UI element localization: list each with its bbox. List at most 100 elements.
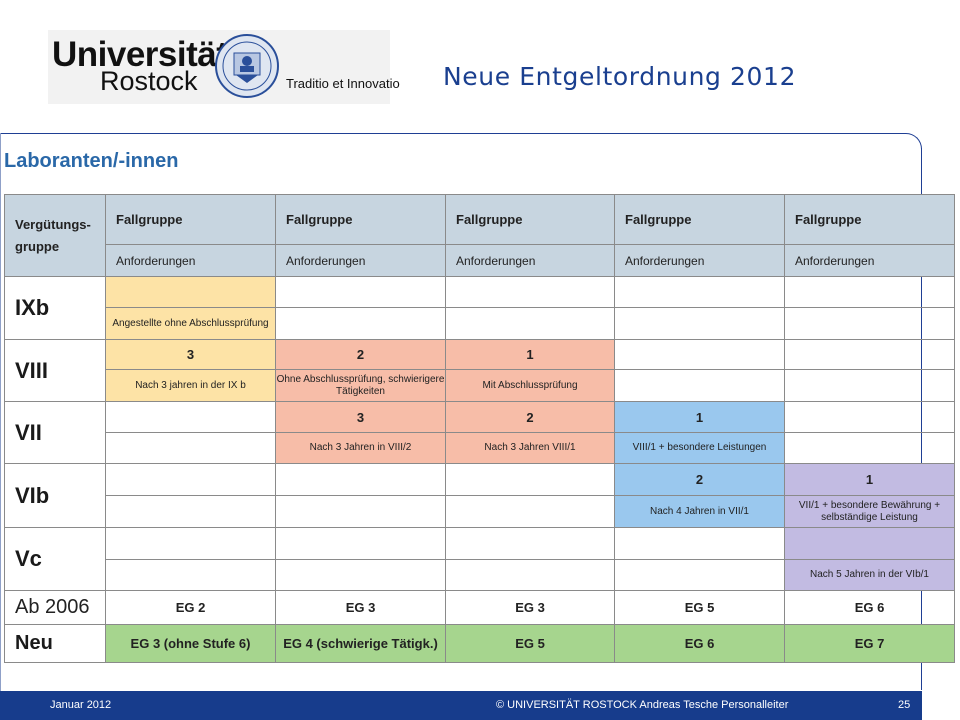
fallgruppe-number: 2: [445, 401, 615, 433]
eg-value: EG 4 (schwierige Tätigk.): [275, 624, 446, 663]
requirement-text: [105, 495, 276, 528]
fallgruppe-number: 1: [445, 339, 615, 370]
fallgruppe-number: [445, 463, 615, 496]
footer-bar: Januar 2012 © UNIVERSITÄT ROSTOCK Andrea…: [0, 691, 922, 720]
fallgruppe-number: [275, 527, 446, 560]
requirement-text: [614, 307, 785, 340]
logo-motto: Traditio et Innovatio: [286, 76, 400, 91]
table-row-vib: VIb 2 1: [4, 463, 955, 528]
requirement-text: [614, 369, 785, 402]
fallgruppe-number: [105, 463, 276, 496]
fallgruppe-number: [105, 401, 276, 433]
header-anforderungen: Anforderungen: [275, 244, 446, 277]
eg-value: EG 6: [614, 624, 785, 663]
requirement-text: [445, 307, 615, 340]
header-anforderungen: Anforderungen: [105, 244, 276, 277]
requirement-text: Ohne Abschlussprüfung, schwierigere Täti…: [275, 369, 446, 402]
requirement-text: Nach 5 Jahren in der VIb/1: [784, 559, 955, 591]
row-label: VIII: [4, 339, 106, 402]
requirement-text: [445, 559, 615, 591]
fallgruppe-number: [784, 339, 955, 370]
university-seal-icon: [215, 34, 279, 98]
header-anforderungen: Anforderungen: [784, 244, 955, 277]
requirement-text: Nach 3 jahren in der IX b: [105, 369, 276, 402]
header-verguetungsgruppe: Vergütungs- gruppe: [4, 194, 106, 277]
fallgruppe-number: [614, 527, 785, 560]
logo-word-universitaet: Universität: [52, 35, 228, 74]
section-heading: Laboranten/-innen: [4, 150, 179, 172]
fallgruppe-number: [784, 527, 955, 560]
frame-left-line: [0, 133, 1, 693]
fallgruppe-number: 1: [784, 463, 955, 496]
fallgruppe-number: [105, 527, 276, 560]
eg-value: EG 5: [614, 590, 785, 625]
requirement-text: [275, 559, 446, 591]
requirement-text: [614, 559, 785, 591]
fallgruppe-number: 2: [275, 339, 446, 370]
pay-group-table: Vergütungs- gruppe Fallgruppe Fallgruppe…: [4, 194, 955, 663]
page-number: 25: [898, 699, 911, 711]
row-label: VII: [4, 401, 106, 464]
header-fallgruppe: Fallgruppe: [445, 194, 615, 245]
fallgruppe-number: [784, 401, 955, 433]
fallgruppe-number: 3: [105, 339, 276, 370]
fallgruppe-number: 3: [275, 401, 446, 433]
header-anforderungen: Anforderungen: [445, 244, 615, 277]
table-row-ixb: IXb: [4, 276, 955, 340]
table-row-neu: Neu EG 3 (ohne Stufe 6) EG 4 (schwierige…: [4, 624, 955, 663]
slide-title: Neue Entgeltordnung 2012: [443, 62, 797, 91]
fallgruppe-number: 1: [614, 401, 785, 433]
row-label: Vc: [4, 527, 106, 591]
header-fallgruppe: Fallgruppe: [275, 194, 446, 245]
requirement-text: [784, 307, 955, 340]
row-label: VIb: [4, 463, 106, 528]
requirement-text: Nach 3 Jahren VIII/1: [445, 432, 615, 464]
footer-copyright: © UNIVERSITÄT ROSTOCK Andreas Tesche Per…: [496, 699, 789, 711]
eg-value: EG 6: [784, 590, 955, 625]
fallgruppe-number: [445, 276, 615, 308]
header-anforderungen: Anforderungen: [614, 244, 785, 277]
row-label: IXb: [4, 276, 106, 340]
fallgruppe-number: [784, 276, 955, 308]
logo-word-rostock: Rostock: [100, 66, 198, 96]
eg-value: EG 3: [445, 590, 615, 625]
header-fallgruppe: Fallgruppe: [784, 194, 955, 245]
frame-corner: [898, 133, 922, 149]
requirement-text: VIII/1 + besondere Leistungen: [614, 432, 785, 464]
row-label: Neu: [4, 624, 106, 663]
requirement-text: Mit Abschlussprüfung: [445, 369, 615, 402]
requirement-text: Nach 3 Jahren in VIII/2: [275, 432, 446, 464]
requirement-text: [105, 559, 276, 591]
eg-value: EG 2: [105, 590, 276, 625]
table-row-vii: VII 3 2 1: [4, 401, 955, 464]
eg-value: EG 7: [784, 624, 955, 663]
requirement-text: [784, 369, 955, 402]
header-fallgruppe: Fallgruppe: [105, 194, 276, 245]
requirement-text: Nach 4 Jahren in VII/1: [614, 495, 785, 528]
requirement-text: [275, 307, 446, 340]
table-row-vc: Vc: [4, 527, 955, 591]
table-header-row: Vergütungs- gruppe Fallgruppe Fallgruppe…: [4, 194, 955, 277]
fallgruppe-number: [105, 276, 276, 308]
requirement-text: VII/1 + besondere Bewährung + selbständi…: [784, 495, 955, 528]
fallgruppe-number: [275, 463, 446, 496]
eg-value: EG 3 (ohne Stufe 6): [105, 624, 276, 663]
fallgruppe-number: [275, 276, 446, 308]
eg-value: EG 3: [275, 590, 446, 625]
table-row-viii: VIII 3 2 1: [4, 339, 955, 402]
requirement-text: [105, 432, 276, 464]
fallgruppe-number: [614, 339, 785, 370]
table-row-ab2006: Ab 2006 EG 2 EG 3 EG 3 EG 5 EG 6: [4, 590, 955, 625]
requirement-text: [275, 495, 446, 528]
header-fallgruppe: Fallgruppe: [614, 194, 785, 245]
eg-value: EG 5: [445, 624, 615, 663]
fallgruppe-number: [445, 527, 615, 560]
requirement-text: [445, 495, 615, 528]
row-label: Ab 2006: [4, 590, 106, 625]
requirement-text: [784, 432, 955, 464]
frame-top-line: [0, 133, 900, 134]
fallgruppe-number: 2: [614, 463, 785, 496]
fallgruppe-number: [614, 276, 785, 308]
footer-date: Januar 2012: [50, 699, 112, 711]
table-subheader-row: Anforderungen Anforderungen Anforderunge…: [5, 244, 955, 277]
